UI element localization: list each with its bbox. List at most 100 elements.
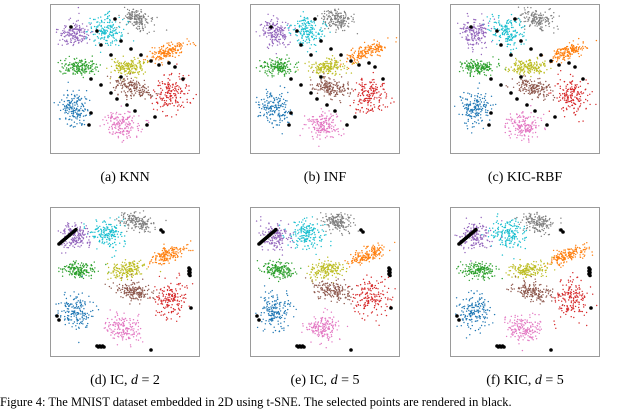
scatter-point bbox=[141, 27, 144, 30]
scatter-point bbox=[178, 43, 180, 45]
scatter-point bbox=[70, 30, 72, 32]
scatter-point bbox=[262, 106, 264, 108]
scatter-point bbox=[284, 67, 287, 70]
scatter-point bbox=[73, 32, 75, 34]
scatter-point bbox=[286, 24, 288, 26]
scatter-point bbox=[372, 110, 374, 112]
scatter-point bbox=[480, 117, 482, 119]
scatter-point bbox=[378, 54, 380, 57]
scatter-point bbox=[582, 120, 584, 122]
scatter-point bbox=[167, 49, 169, 51]
scatter-point bbox=[271, 122, 273, 124]
scatter-point bbox=[169, 94, 171, 97]
scatter-point bbox=[334, 90, 336, 92]
scatter-point bbox=[466, 110, 468, 112]
scatter-point bbox=[264, 101, 266, 103]
scatter-point bbox=[324, 120, 327, 122]
selected-point bbox=[99, 43, 103, 47]
scatter-point bbox=[537, 88, 539, 91]
scatter-point bbox=[82, 71, 85, 73]
scatter-point bbox=[119, 37, 122, 39]
scatter-point bbox=[331, 73, 333, 75]
scatter-point bbox=[472, 102, 474, 105]
scatter-point bbox=[333, 89, 335, 92]
scatter-point bbox=[267, 29, 269, 32]
scatter-point bbox=[322, 66, 324, 68]
scatter-point bbox=[469, 64, 471, 66]
scatter-point bbox=[288, 43, 290, 46]
scatter-point bbox=[469, 66, 472, 68]
scatter-point bbox=[465, 122, 467, 125]
scatter-point bbox=[315, 31, 317, 33]
scatter-point bbox=[140, 11, 142, 13]
scatter-point bbox=[111, 128, 114, 130]
scatter-point bbox=[135, 22, 137, 24]
scatter-point bbox=[576, 50, 578, 53]
scatter-point bbox=[499, 24, 501, 26]
scatter-point bbox=[375, 44, 378, 46]
scatter-point bbox=[468, 104, 470, 107]
scatter-point bbox=[315, 72, 318, 74]
scatter-point bbox=[289, 32, 292, 35]
selected-point bbox=[89, 77, 93, 81]
scatter-point bbox=[156, 94, 159, 97]
scatter-point bbox=[84, 115, 86, 117]
scatter-point bbox=[579, 98, 581, 100]
scatter-point bbox=[277, 67, 279, 70]
scatter-point bbox=[574, 88, 577, 90]
scatter-point bbox=[315, 61, 317, 63]
scatter-point bbox=[173, 50, 175, 52]
scatter-point bbox=[175, 88, 177, 90]
scatter-point bbox=[266, 104, 269, 107]
scatter-point bbox=[498, 62, 500, 65]
scatter-point bbox=[114, 89, 116, 92]
scatter-point bbox=[490, 30, 492, 32]
scatter-point bbox=[524, 66, 526, 68]
scatter-point bbox=[101, 30, 103, 33]
scatter-point bbox=[325, 118, 328, 120]
scatter-point bbox=[467, 68, 470, 71]
scatter-point bbox=[115, 87, 117, 89]
scatter-point bbox=[330, 10, 332, 12]
scatter-point bbox=[502, 26, 504, 28]
scatter-point bbox=[60, 34, 62, 36]
scatter-point bbox=[513, 68, 516, 70]
scatter-point bbox=[79, 31, 81, 34]
scatter-point bbox=[131, 60, 133, 63]
scatter-point bbox=[179, 48, 182, 50]
scatter-point bbox=[179, 106, 182, 108]
scatter-point bbox=[90, 26, 92, 28]
scatter-point bbox=[481, 107, 484, 110]
scatter-point bbox=[558, 100, 560, 102]
scatter-point bbox=[267, 13, 269, 15]
scatter-point bbox=[76, 36, 78, 39]
scatter-point bbox=[530, 105, 532, 107]
scatter-point bbox=[479, 28, 481, 30]
scatter-point bbox=[327, 22, 330, 24]
scatter-point bbox=[519, 33, 522, 35]
scatter-point bbox=[65, 58, 67, 60]
scatter-point bbox=[115, 28, 117, 31]
scatter-point bbox=[145, 87, 147, 90]
scatter-point bbox=[139, 92, 141, 94]
scatter-point bbox=[479, 40, 481, 42]
scatter-point bbox=[472, 40, 474, 42]
scatter-point bbox=[284, 66, 287, 68]
scatter-point bbox=[94, 44, 97, 46]
scatter-point bbox=[381, 85, 384, 87]
scatter-point bbox=[176, 91, 179, 93]
scatter-point bbox=[174, 48, 176, 50]
scatter-point bbox=[335, 61, 338, 64]
scatter-point bbox=[70, 124, 73, 126]
scatter-point bbox=[132, 62, 135, 64]
scatter-point bbox=[344, 65, 346, 67]
scatter-point bbox=[63, 40, 66, 42]
scatter-point bbox=[126, 133, 128, 135]
scatter-point bbox=[66, 39, 68, 41]
scatter-point bbox=[270, 28, 273, 30]
scatter-point bbox=[497, 17, 500, 19]
scatter-point bbox=[103, 38, 105, 40]
scatter-point bbox=[559, 99, 562, 101]
scatter-point bbox=[62, 103, 64, 106]
scatter-point bbox=[310, 24, 312, 26]
